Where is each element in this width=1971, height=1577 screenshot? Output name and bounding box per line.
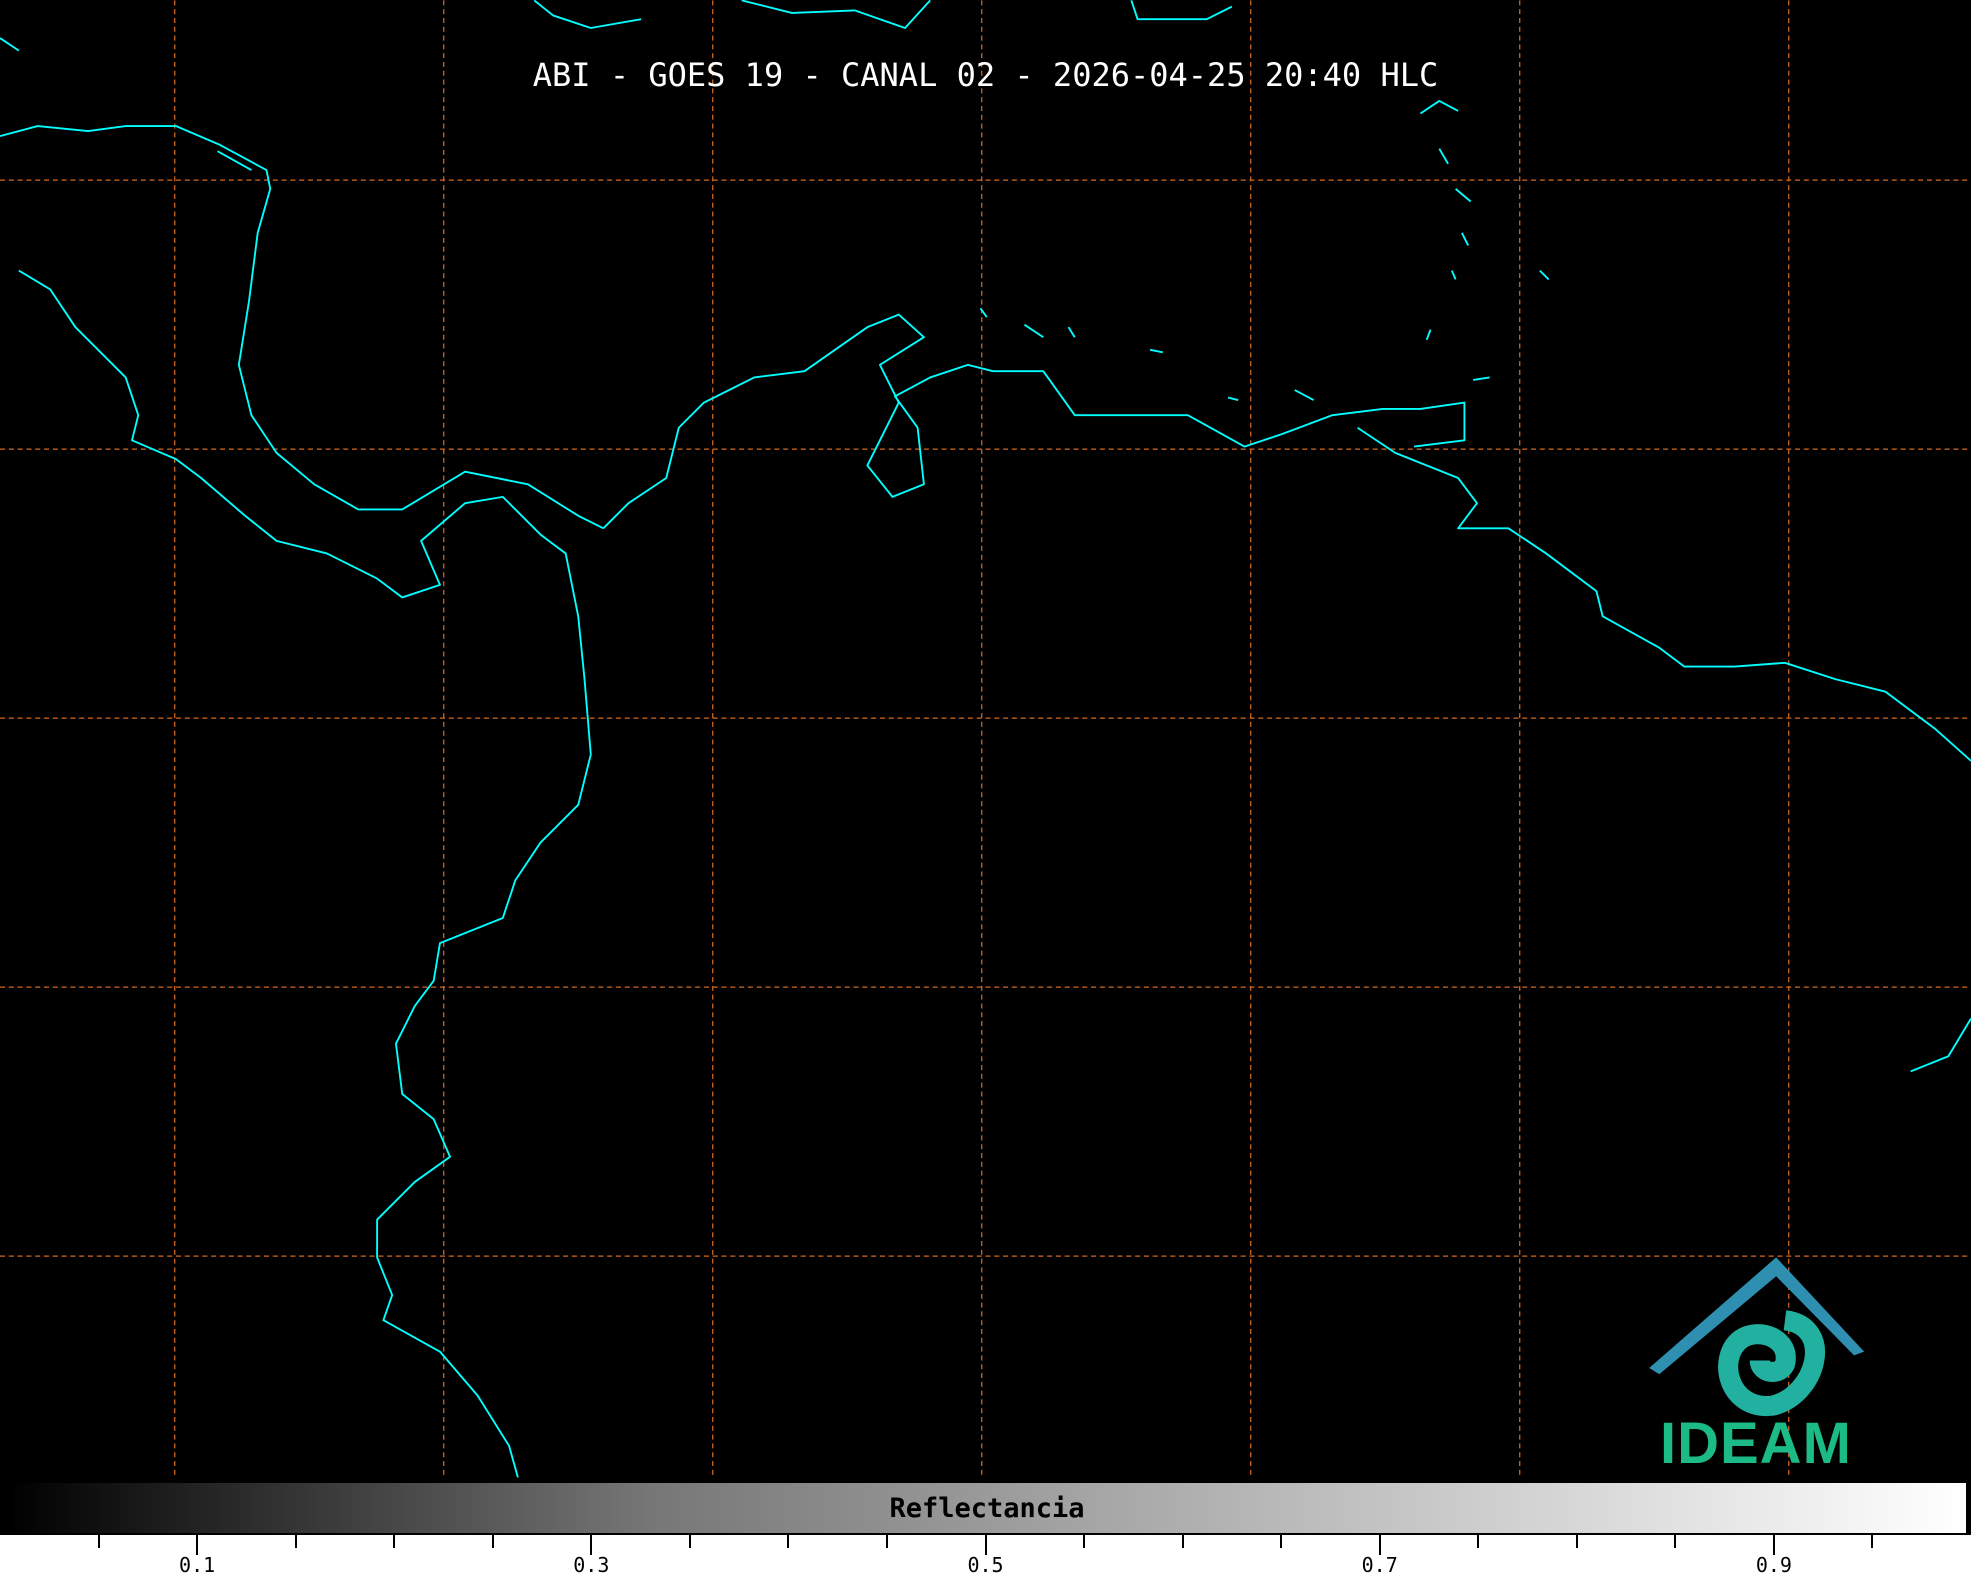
coastline-hispaniola <box>741 0 931 29</box>
minor-tick <box>787 1535 790 1548</box>
major-tick <box>1378 1535 1381 1555</box>
coastline-pacific-central-america <box>18 269 592 1478</box>
minor-tick <box>1083 1535 1086 1548</box>
coastline-puerto-rico <box>1130 0 1233 21</box>
logo-roof-icon <box>1649 1257 1865 1375</box>
minor-tick <box>688 1535 691 1548</box>
major-tick <box>984 1535 987 1555</box>
tick-label: 0.9 <box>1755 1553 1792 1577</box>
major-tick <box>1772 1535 1775 1555</box>
minor-tick <box>97 1535 100 1548</box>
major-tick <box>196 1535 199 1555</box>
minor-tick <box>1575 1535 1578 1548</box>
colorbar-label: Reflectancia <box>889 1493 1085 1524</box>
coastline-caribbean-south-america <box>602 313 1466 529</box>
tick-label: 0.3 <box>573 1553 610 1577</box>
graticule <box>0 0 1971 1479</box>
coastline-brazil <box>1910 1018 1971 1073</box>
coastline-lesser-antilles <box>1419 99 1550 381</box>
ideam-logo <box>1649 1257 1865 1416</box>
colorbar-axis: 0.1 0.3 0.5 0.7 0.9 <box>0 1535 1971 1577</box>
minor-tick <box>294 1535 297 1548</box>
tick-label: 0.5 <box>967 1553 1004 1577</box>
minor-tick <box>1477 1535 1480 1548</box>
major-tick <box>590 1535 593 1555</box>
logo-spiral-icon <box>1718 1310 1825 1416</box>
minor-tick <box>1674 1535 1677 1548</box>
minor-tick <box>393 1535 396 1548</box>
minor-tick <box>1280 1535 1283 1548</box>
image-title: ABI - GOES 19 - CANAL 02 - 2026-04-25 20… <box>532 56 1439 94</box>
minor-tick <box>491 1535 494 1548</box>
tick-label: 0.7 <box>1361 1553 1398 1577</box>
tick-label: 0.1 <box>179 1553 216 1577</box>
minor-tick <box>885 1535 888 1548</box>
coastline-yucatan <box>0 125 604 530</box>
minor-tick <box>1871 1535 1874 1548</box>
coastline-venezuela-guyana <box>1357 426 1971 762</box>
minor-tick <box>1181 1535 1184 1548</box>
coastlines <box>0 0 1971 1478</box>
coastline-cuba <box>533 0 642 29</box>
coastline-caribbean-islands <box>0 37 1315 401</box>
reflectance-colorbar: Reflectancia <box>6 1481 1968 1535</box>
logo-text: IDEAM <box>1660 1411 1852 1476</box>
